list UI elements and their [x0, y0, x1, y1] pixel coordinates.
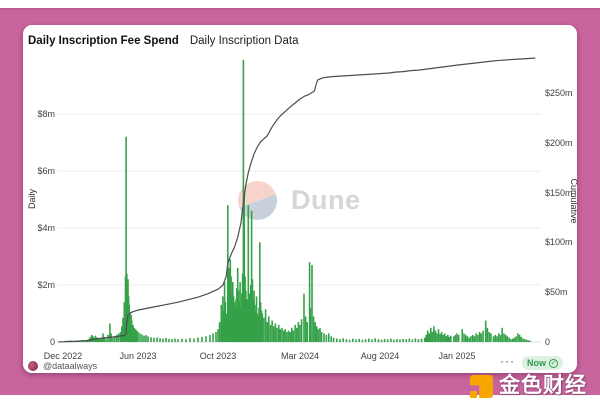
x-axis-tick: Oct 2023: [199, 351, 237, 361]
x-axis-tick: Jan 2025: [438, 351, 476, 361]
refresh-status-badge[interactable]: Now ✓: [522, 356, 563, 370]
y-right-tick: $200m: [545, 137, 573, 148]
author-avatar: [28, 361, 38, 371]
y-right-axis-title: Cumulative: [569, 178, 579, 224]
jinse-finance-logo-icon: [470, 375, 493, 398]
y-left-tick: $6m: [37, 166, 55, 176]
y-right-tick: $100m: [545, 237, 573, 248]
chart-subtitle: Daily Inscription Data: [189, 35, 299, 47]
more-options-button[interactable]: ···: [500, 354, 515, 368]
y-left-axis-title: Daily: [27, 189, 37, 210]
y-right-tick: $150m: [545, 187, 573, 198]
y-right-tick: 0: [545, 337, 551, 347]
chart-plot-area[interactable]: [57, 50, 541, 342]
refresh-status-label: Now: [527, 358, 546, 368]
jinse-finance-watermark: 金色财经: [470, 372, 587, 399]
chart-title: Daily Inscription Fee Spend: [28, 35, 179, 47]
chart-author[interactable]: @dataalways: [28, 361, 97, 371]
x-axis-tick: Dec 2022: [43, 351, 83, 361]
y-right-tick: $250m: [545, 88, 573, 98]
check-circle-icon: ✓: [549, 358, 558, 368]
chart-header: Daily Inscription Fee Spend Daily Inscrip…: [28, 31, 298, 49]
y-left-tick: $8m: [37, 109, 55, 119]
y-right-tick: $50m: [545, 287, 568, 298]
x-axis-tick: Mar 2024: [280, 351, 320, 361]
y-left-tick: $2m: [37, 280, 55, 290]
x-axis-tick: Aug 2024: [360, 351, 400, 361]
y-left-tick: $4m: [37, 223, 55, 233]
x-axis-tick: Jun 2023: [119, 351, 157, 361]
author-handle: @dataalways: [43, 361, 98, 371]
jinse-finance-label: 金色财经: [499, 374, 587, 397]
y-left-tick: 0: [49, 337, 55, 347]
